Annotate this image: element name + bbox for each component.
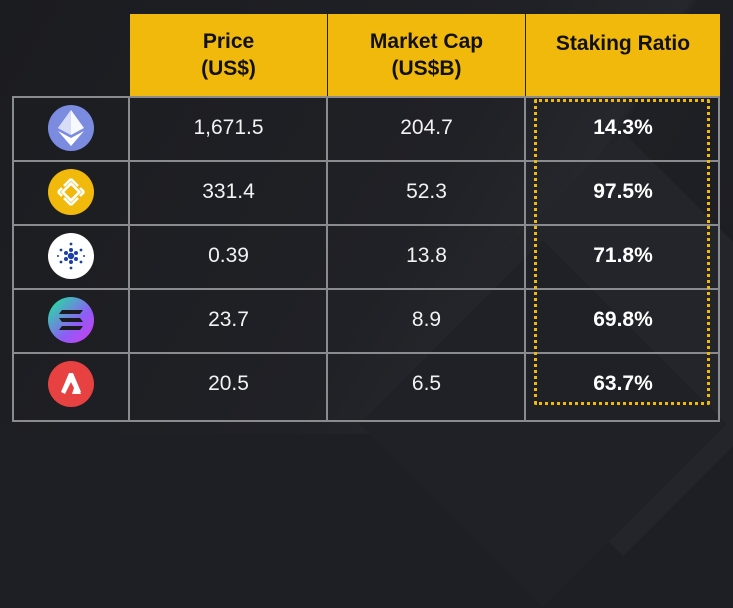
column-divider	[128, 96, 130, 422]
table-row: 331.4 52.3 97.5%	[12, 160, 720, 224]
row-divider	[12, 288, 720, 290]
price-cell: 0.39	[208, 244, 249, 267]
coin-cell	[12, 160, 129, 224]
staking-ratio-cell: 14.3%	[593, 116, 653, 139]
header-staking-ratio-label: Staking Ratio	[555, 32, 691, 55]
market-cap-cell: 13.8	[406, 244, 447, 267]
table-row: 0.39 13.8 71.8%	[12, 224, 720, 288]
cardano-icon	[47, 233, 94, 279]
row-divider	[12, 160, 720, 162]
price-cell: 23.7	[208, 308, 249, 331]
staking-ratio-cell: 63.7%	[593, 372, 653, 395]
row-divider	[12, 224, 720, 226]
column-divider	[326, 96, 328, 422]
ethereum-icon	[47, 105, 94, 151]
table-row: 23.7 8.9 69.8%	[12, 288, 720, 352]
header-market-cap-label: Market Cap (US$B)	[369, 30, 484, 80]
table-row: 20.5 6.5 63.7%	[12, 352, 720, 416]
staking-ratio-cell: 97.5%	[593, 180, 653, 203]
header-market-cap: Market Cap (US$B)	[328, 14, 525, 96]
row-divider	[12, 352, 720, 354]
market-cap-cell: 204.7	[400, 116, 453, 139]
price-cell: 1,671.5	[193, 116, 264, 139]
header-price: Price (US$)	[130, 14, 327, 96]
market-cap-cell: 8.9	[411, 308, 442, 331]
coin-cell	[12, 96, 129, 160]
coin-cell	[12, 352, 129, 416]
bnb-icon	[47, 169, 94, 215]
solana-icon	[47, 297, 94, 343]
price-cell: 20.5	[208, 372, 249, 395]
staking-ratio-cell: 71.8%	[593, 244, 653, 267]
staking-ratio-cell: 69.8%	[593, 308, 653, 331]
market-cap-cell: 52.3	[406, 180, 447, 203]
price-cell: 331.4	[202, 180, 255, 203]
table-border	[12, 96, 720, 422]
header-price-label: Price (US$)	[201, 30, 256, 80]
coin-cell	[12, 288, 129, 352]
coin-cell	[12, 224, 129, 288]
header-staking-ratio: Staking Ratio	[526, 14, 720, 96]
staking-ratio-highlight	[534, 99, 710, 405]
avalanche-icon	[47, 361, 94, 407]
market-cap-cell: 6.5	[411, 372, 442, 395]
column-divider	[524, 96, 526, 422]
table-row: 1,671.5 204.7 14.3%	[12, 96, 720, 160]
